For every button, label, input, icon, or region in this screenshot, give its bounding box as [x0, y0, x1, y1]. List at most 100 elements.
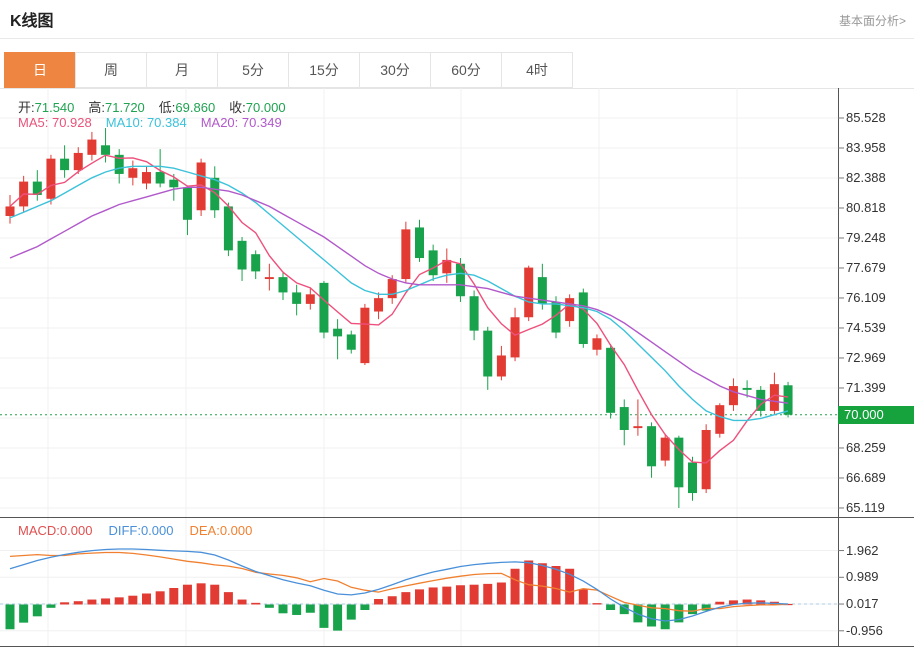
- macd-bar: [660, 604, 670, 630]
- tab-30min[interactable]: 30分: [359, 52, 431, 88]
- macd-bar: [319, 604, 329, 628]
- macd-bar: [374, 599, 384, 605]
- y-axis-label: 82.388: [846, 169, 886, 185]
- candle: [319, 282, 329, 333]
- current-price-tag: 70.000: [838, 405, 914, 424]
- macd-bar: [496, 582, 506, 605]
- page-title: K线图: [10, 13, 54, 30]
- macd-bar: [715, 601, 725, 605]
- candle: [73, 152, 83, 171]
- macd-bar: [278, 604, 288, 614]
- open-value: 71.540: [34, 100, 75, 115]
- macd-bar: [592, 603, 602, 605]
- candle: [688, 462, 697, 494]
- candle: [292, 292, 302, 304]
- y-axis-label: 0.989: [846, 569, 879, 585]
- macd-bar: [155, 591, 165, 605]
- candle: [578, 292, 588, 345]
- macd-bar: [442, 586, 452, 605]
- close-value: 70.000: [245, 100, 286, 115]
- ma10-legend: MA10: 70.384: [105, 115, 187, 130]
- candle: [114, 154, 124, 174]
- candle: [442, 259, 452, 274]
- macd-bar: [401, 592, 411, 605]
- candle: [360, 307, 370, 364]
- fundamental-analysis-link[interactable]: 基本面分析>: [838, 14, 906, 28]
- macd-bar: [606, 604, 616, 610]
- macd-bar: [565, 568, 575, 605]
- candle: [742, 387, 752, 390]
- candle: [237, 240, 247, 270]
- macd-bar: [387, 596, 397, 605]
- diff-line: [9, 548, 789, 622]
- macd-bar: [264, 604, 274, 608]
- candle: [401, 229, 411, 280]
- ohlc-header: 开:71.540 高:71.720 低:69.860 收:70.000: [18, 97, 300, 116]
- candle: [455, 263, 465, 297]
- macd-bar: [101, 598, 111, 605]
- y-axis-label: 80.818: [846, 199, 886, 215]
- tab-4hour[interactable]: 4时: [501, 52, 573, 88]
- tab-15min[interactable]: 15分: [288, 52, 360, 88]
- period-tabbar: 日周月 5分 15分 30分 60分 4时: [4, 52, 573, 88]
- candle: [674, 437, 684, 488]
- y-axis-column: 85.528 83.958 82.388 80.818 79.248 77.679 76.1…: [838, 88, 914, 647]
- macd-bar: [647, 604, 657, 627]
- candle: [128, 168, 138, 178]
- macd-bar: [210, 584, 220, 605]
- tab-60min[interactable]: 60分: [430, 52, 502, 88]
- candle: [633, 426, 643, 429]
- ma20-legend: MA20: 70.349: [200, 115, 282, 130]
- candle: [469, 296, 479, 331]
- open-label: 开:: [18, 100, 35, 115]
- diff-legend: DIFF:0.000: [108, 523, 174, 538]
- candle: [182, 187, 192, 220]
- candle: [428, 250, 438, 276]
- candle: [701, 429, 711, 490]
- macd-bar: [469, 584, 479, 605]
- candle: [32, 181, 42, 195]
- macd-bar: [223, 592, 233, 605]
- ma-header: MA5: 70.928 MA10: 70.384 MA20: 70.349: [18, 115, 282, 130]
- macd-bar: [182, 584, 192, 605]
- y-axis-label: 74.539: [846, 319, 886, 335]
- candle: [510, 317, 520, 358]
- macd-bar: [87, 599, 97, 605]
- macd-header: MACD:0.000 DIFF:0.000 DEA:0.000: [18, 523, 252, 538]
- macd-bar: [455, 585, 465, 605]
- macd-bar: [701, 604, 711, 611]
- y-axis-label: -0.956: [846, 622, 883, 638]
- tab-5min[interactable]: 5分: [217, 52, 289, 88]
- macd-bar: [142, 593, 151, 605]
- candle: [278, 277, 288, 293]
- macd-bar: [688, 604, 697, 615]
- tab-month[interactable]: 月: [146, 52, 218, 88]
- candle: [783, 385, 793, 415]
- dea-legend: DEA:0.000: [189, 523, 253, 538]
- macd-bar: [114, 597, 124, 605]
- macd-bar: [510, 568, 520, 605]
- y-axis-label: 71.399: [846, 379, 886, 395]
- tab-day[interactable]: 日: [4, 52, 76, 88]
- macd-bar: [428, 587, 438, 605]
- ma10-line: [9, 165, 789, 422]
- y-axis-label: 72.969: [846, 349, 886, 365]
- low-value: 69.860: [175, 100, 216, 115]
- y-axis-label: 76.109: [846, 289, 886, 305]
- tab-week[interactable]: 周: [75, 52, 147, 88]
- y-axis-label: 1.962: [846, 542, 879, 558]
- candle: [524, 267, 534, 318]
- y-axis-label: 85.528: [846, 110, 886, 125]
- macd-bar: [674, 604, 684, 623]
- macd-bar: [73, 601, 83, 605]
- macd-bar: [292, 604, 302, 615]
- y-axis-label: 65.119: [846, 499, 885, 515]
- macd-bar: [619, 604, 629, 615]
- macd-bar: [551, 566, 561, 605]
- candle: [346, 334, 356, 350]
- high-label: 高:: [88, 100, 106, 115]
- candle: [551, 301, 561, 333]
- candle: [483, 330, 493, 377]
- candle: [660, 437, 670, 461]
